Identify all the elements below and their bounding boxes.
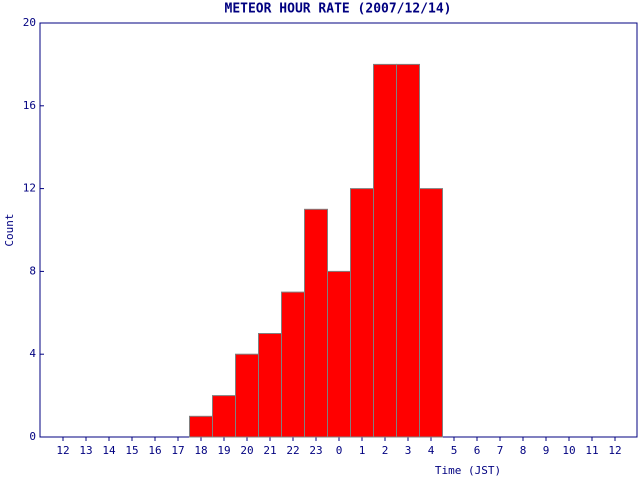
x-tick-label: 2 (382, 444, 389, 457)
x-tick-label: 11 (585, 444, 598, 457)
y-tick-label: 8 (29, 264, 36, 277)
x-tick-label: 23 (309, 444, 322, 457)
x-tick-label: 7 (497, 444, 504, 457)
x-tick-label: 12 (608, 444, 621, 457)
x-tick-label: 21 (263, 444, 276, 457)
x-tick-label: 12 (56, 444, 69, 457)
bar (281, 291, 305, 438)
bar (419, 188, 443, 438)
x-tick-label: 3 (405, 444, 412, 457)
x-tick-label: 10 (562, 444, 575, 457)
x-tick-label: 8 (520, 444, 527, 457)
bar (212, 395, 236, 438)
chart-title: METEOR HOUR RATE (2007/12/14) (225, 2, 452, 17)
bar (327, 270, 351, 438)
y-tick-label: 4 (29, 347, 36, 360)
bar (189, 415, 213, 438)
y-axis-label: Count (3, 213, 16, 246)
x-tick-label: 20 (240, 444, 253, 457)
y-tick-label: 0 (29, 430, 36, 443)
x-tick-label: 0 (336, 444, 343, 457)
x-tick-label: 13 (79, 444, 92, 457)
x-axis-label: Time (JST) (435, 464, 501, 477)
y-tick-label: 12 (23, 182, 36, 195)
x-tick-label: 1 (359, 444, 366, 457)
bar (235, 353, 259, 438)
x-tick-label: 17 (171, 444, 184, 457)
x-tick-label: 9 (543, 444, 550, 457)
bar (350, 188, 374, 438)
bar (373, 63, 397, 438)
bar (304, 208, 328, 438)
bar (396, 63, 420, 438)
x-tick-label: 16 (148, 444, 161, 457)
y-tick-label: 20 (23, 16, 36, 29)
x-tick-label: 6 (474, 444, 481, 457)
x-tick-label: 5 (451, 444, 458, 457)
y-tick-label: 16 (23, 99, 36, 112)
x-tick-label: 22 (286, 444, 299, 457)
x-tick-label: 18 (194, 444, 207, 457)
x-tick-label: 4 (428, 444, 435, 457)
x-tick-label: 15 (125, 444, 138, 457)
x-tick-label: 19 (217, 444, 230, 457)
bar (258, 333, 282, 438)
x-tick-label: 14 (102, 444, 116, 457)
